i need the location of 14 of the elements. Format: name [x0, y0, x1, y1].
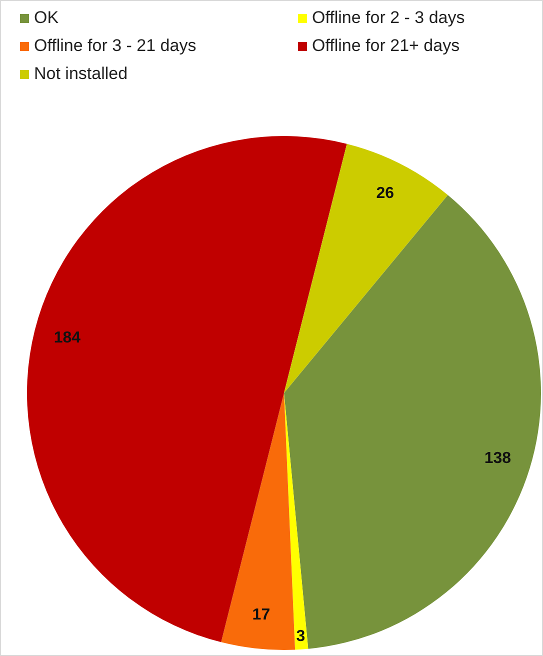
legend-label: Offline for 2 - 3 days: [312, 8, 465, 27]
pie-slice: [284, 144, 448, 393]
pie-slice: [284, 393, 308, 650]
data-label: 3: [296, 628, 306, 645]
data-label: 184: [54, 330, 81, 347]
legend-label: OK: [34, 8, 60, 27]
legend-label: Not installed: [34, 64, 128, 83]
legend-label: Offline for 21+ days: [312, 36, 460, 55]
pie-slice: [27, 136, 347, 642]
data-label: 17: [252, 606, 270, 624]
pie-slice: [221, 393, 296, 650]
legend-label: Offline for 3 - 21 days: [34, 36, 196, 55]
data-label: 26: [376, 184, 394, 202]
data-label: 138: [484, 450, 512, 467]
